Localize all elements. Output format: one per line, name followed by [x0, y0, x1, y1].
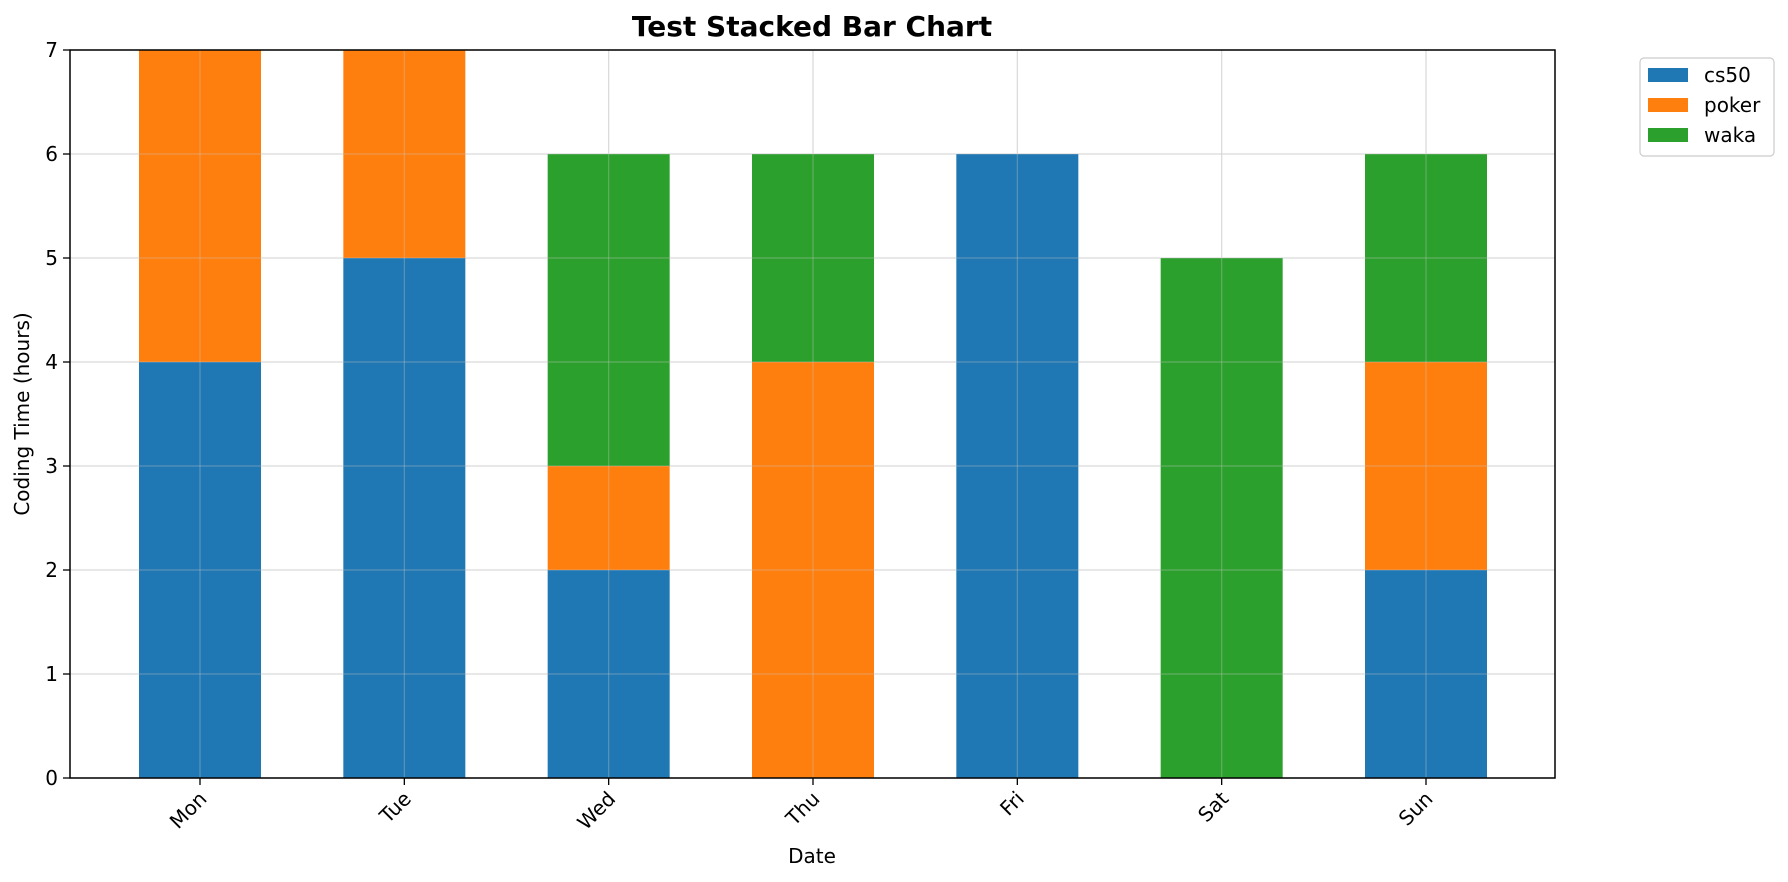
bar-poker-wed [547, 466, 670, 570]
y-tick-label: 4 [45, 350, 58, 374]
x-tick-label: Mon [165, 787, 212, 834]
y-tick-label: 6 [45, 142, 58, 166]
legend-swatch-waka [1648, 128, 1688, 142]
bar-waka-wed [547, 154, 670, 466]
x-tick-label: Sat [1193, 786, 1233, 826]
x-axis-label: Date [788, 844, 836, 868]
y-axis-ticks: 0 1 2 3 4 5 6 7 [45, 38, 70, 790]
bar-cs50-wed [547, 570, 670, 778]
bar-cs50-sun [1365, 570, 1487, 778]
y-tick-label: 3 [45, 454, 58, 478]
legend: cs50 poker waka [1639, 57, 1775, 157]
x-tick-label: Sun [1394, 787, 1438, 831]
chart-title: Test Stacked Bar Chart [632, 10, 992, 43]
bar-poker-thu [752, 362, 874, 778]
bar-waka-sat [1160, 258, 1283, 778]
y-tick-label: 7 [45, 38, 58, 62]
bar-poker-sun [1365, 362, 1487, 570]
y-axis-label: Coding Time (hours) [10, 312, 34, 515]
x-tick-label: Wed [572, 787, 620, 835]
x-tick-label: Fri [995, 787, 1029, 821]
bar-waka-sun [1365, 154, 1487, 362]
bar-waka-thu [752, 154, 874, 362]
bar-cs50-mon [139, 362, 261, 778]
y-tick-label: 5 [45, 246, 58, 270]
bars [70, 49, 1555, 779]
legend-items: cs50 poker waka [1648, 63, 1761, 147]
y-tick-label: 0 [45, 766, 58, 790]
legend-label-cs50: cs50 [1704, 63, 1751, 87]
x-axis-ticks: Mon Tue Wed Thu Fri Sat Sun [165, 778, 1438, 834]
legend-swatch-cs50 [1648, 68, 1688, 82]
bar-cs50-fri [956, 154, 1079, 778]
x-tick-label: Thu [780, 787, 824, 831]
bar-cs50-tue [343, 258, 466, 778]
bar-poker-tue [343, 50, 466, 258]
x-tick-label: Tue [374, 787, 416, 829]
y-tick-label: 2 [45, 558, 58, 582]
y-tick-label: 1 [45, 662, 58, 686]
legend-swatch-poker [1648, 98, 1688, 112]
legend-label-poker: poker [1704, 93, 1761, 117]
bar-poker-mon [139, 50, 261, 362]
legend-label-waka: waka [1704, 123, 1756, 147]
